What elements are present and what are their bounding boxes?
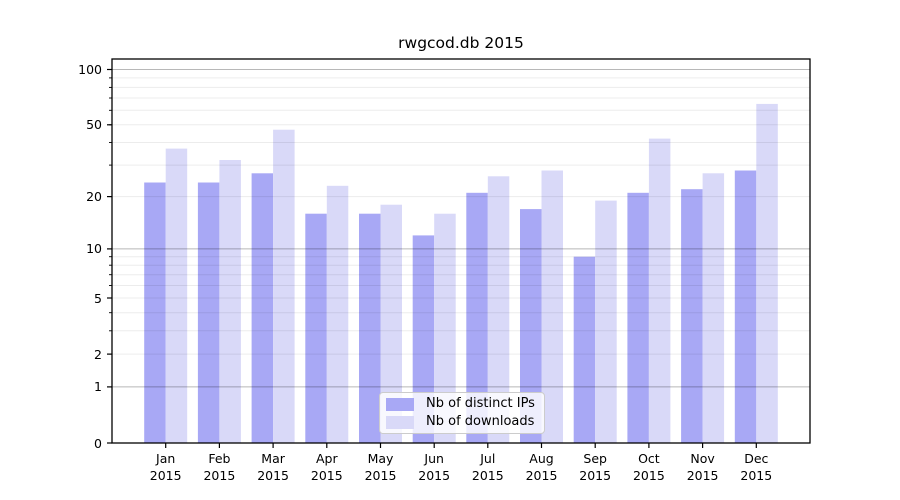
bar-distinct-ips <box>144 182 166 443</box>
plot-frame <box>111 58 811 444</box>
y-tick-label: 2 <box>94 346 102 362</box>
bar-downloads <box>756 103 778 444</box>
bar-distinct-ips <box>520 209 542 443</box>
bar-distinct-ips <box>359 213 381 443</box>
bar-distinct-ips <box>412 235 435 443</box>
bar-distinct-ips <box>627 192 649 443</box>
y-tick-label: 20 <box>86 189 102 205</box>
y-tick-label: 1 <box>94 379 102 395</box>
x-tick-label: Nov 2015 <box>686 451 719 483</box>
bar-distinct-ips <box>251 173 274 444</box>
x-tick-label: Sep 2015 <box>579 451 612 483</box>
legend-swatch-downloads-icon <box>386 415 414 429</box>
bar-downloads <box>273 129 295 443</box>
legend-label-downloads: Nb of downloads <box>426 414 535 429</box>
x-tick-label: Feb 2015 <box>203 451 236 483</box>
bar-distinct-ips <box>197 182 220 443</box>
bar-distinct-ips <box>573 256 596 443</box>
x-tick-label: Dec 2015 <box>740 451 773 483</box>
x-tick-label: Oct 2015 <box>632 451 665 483</box>
bar-downloads <box>380 204 402 443</box>
y-tick-label: 5 <box>94 290 102 306</box>
y-tick-label: 50 <box>86 117 102 133</box>
legend-label-distinct-ips: Nb of distinct IPs <box>426 396 535 411</box>
bars-group <box>144 103 778 444</box>
gridlines-group <box>112 69 810 388</box>
y-tick-label: 0 <box>94 435 102 451</box>
bar-distinct-ips <box>305 213 327 443</box>
x-tick-label: Aug 2015 <box>525 451 558 483</box>
bar-downloads <box>595 200 617 443</box>
y-tick-label: 100 <box>78 62 102 77</box>
legend-entry-downloads: Nb of downloads <box>386 413 536 431</box>
x-tick-label: Jan 2015 <box>149 451 182 483</box>
bar-downloads <box>326 185 349 444</box>
legend: Nb of distinct IPs Nb of downloads <box>379 392 545 434</box>
bar-distinct-ips <box>681 189 703 443</box>
bar-distinct-ips <box>734 170 757 443</box>
y-tick-label: 10 <box>86 241 102 257</box>
bar-distinct-ips <box>466 192 488 443</box>
axis-ticks-group <box>107 68 757 448</box>
bar-downloads <box>541 170 563 443</box>
x-tick-label: Jun 2015 <box>418 451 451 483</box>
bar-downloads <box>219 160 241 443</box>
bar-downloads <box>434 213 456 443</box>
bar-downloads <box>648 138 671 443</box>
x-tick-label: Mar 2015 <box>257 451 289 483</box>
legend-entry-distinct-ips: Nb of distinct IPs <box>386 395 536 413</box>
legend-swatch-distinct-ips-icon <box>386 397 414 411</box>
x-tick-label: Apr 2015 <box>310 451 343 483</box>
x-tick-label: May 2015 <box>364 451 397 483</box>
bar-downloads <box>487 176 510 444</box>
bar-downloads <box>165 148 188 443</box>
bar-downloads <box>702 173 725 444</box>
x-tick-label: Jul 2015 <box>471 451 504 483</box>
chart-title: rwgcod.db 2015 <box>398 34 524 52</box>
